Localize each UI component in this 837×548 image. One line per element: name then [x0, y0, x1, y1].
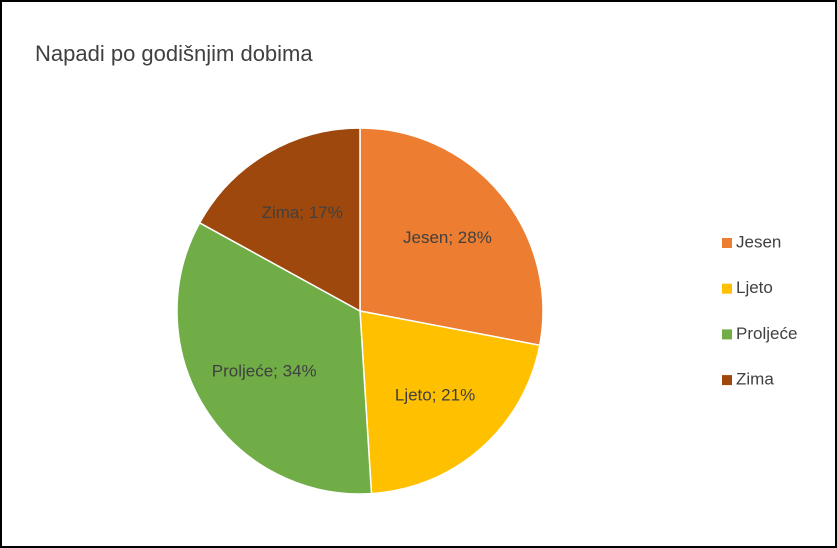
legend-swatch	[722, 329, 732, 340]
legend-swatch	[722, 375, 732, 386]
chart-title: Napadi po godišnjim dobima	[35, 41, 313, 66]
legend-swatch	[722, 283, 732, 294]
data-label: Zima; 17%	[262, 203, 343, 222]
legend-label: Jesen	[736, 232, 781, 251]
pie-slice	[359, 127, 544, 347]
legend-swatch	[722, 238, 732, 248]
legend-label: Ljeto	[736, 278, 773, 297]
data-label: Ljeto; 21%	[395, 386, 475, 405]
legend-label: Proljeće	[736, 324, 797, 343]
data-label: Jesen; 28%	[403, 228, 492, 247]
pie-slice	[359, 310, 541, 495]
pie-slice	[198, 127, 361, 313]
data-label: Proljeće; 34%	[212, 361, 317, 380]
legend-label: Zima	[736, 370, 774, 389]
